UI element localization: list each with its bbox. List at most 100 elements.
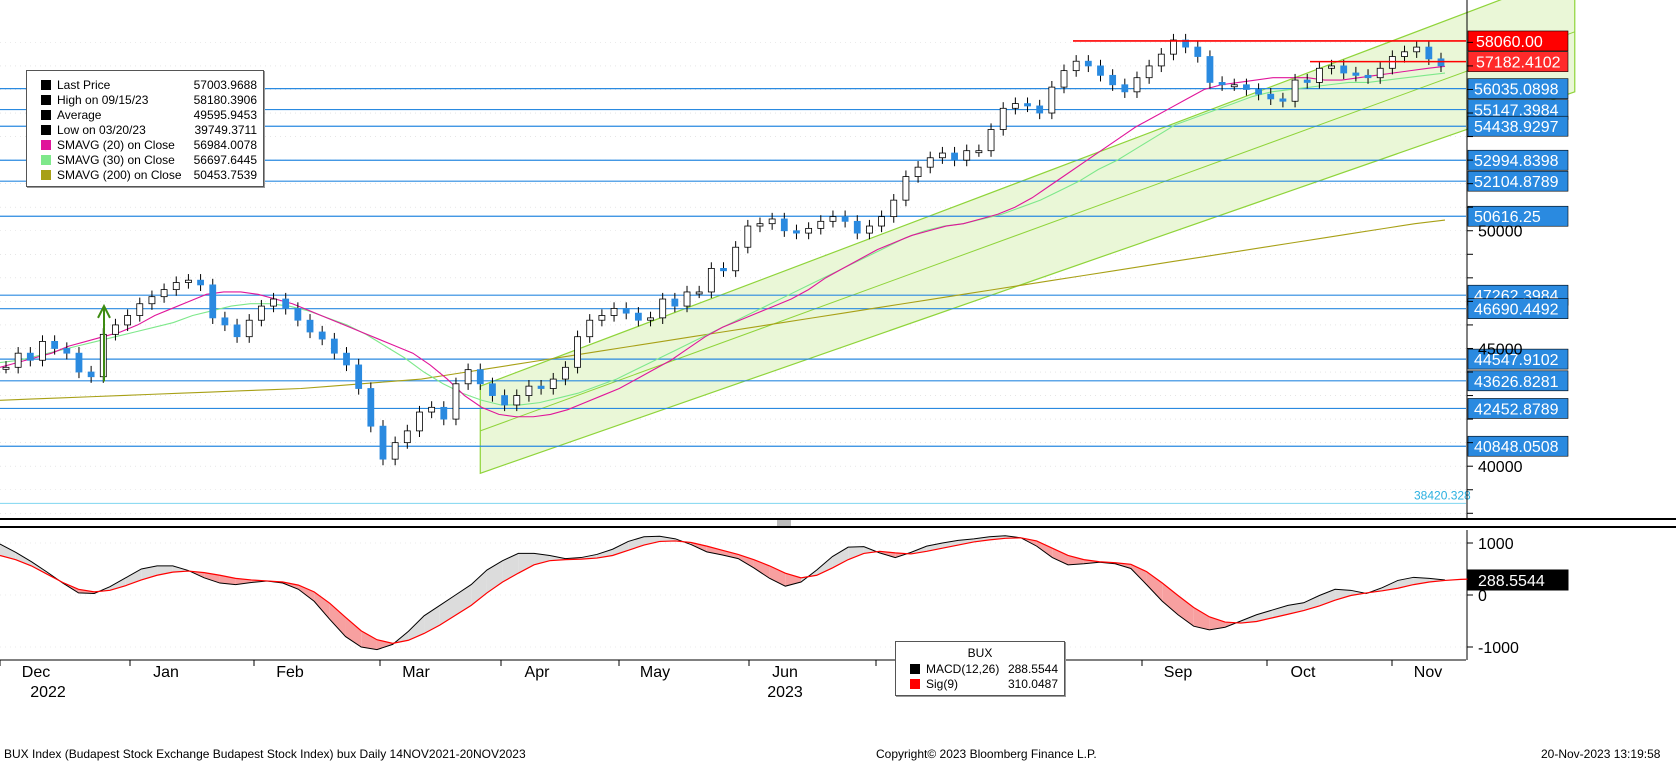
candle-up [2, 366, 10, 370]
macd-legend-row: Sig(9) 310.0487 [896, 676, 1064, 691]
candle-up [926, 157, 934, 168]
candle-up [999, 107, 1007, 130]
macd-fill-positive [973, 536, 990, 542]
macd-fill-positive [518, 553, 535, 574]
series-swatch-icon [910, 678, 920, 689]
sma-200-line [0, 219, 1446, 401]
level-extra-label: 38420.328 [1414, 488, 1471, 502]
candle-down [75, 352, 83, 373]
candle-up [768, 218, 776, 225]
resistance-tag-label: 57182.4102 [1476, 55, 1561, 72]
candle-down [197, 279, 204, 286]
candle-up [938, 152, 946, 159]
macd-fill-negative [329, 603, 346, 637]
separator-grip-icon [777, 520, 791, 526]
macd-fill-positive [408, 615, 425, 641]
candle-up [598, 315, 606, 321]
candle-down [1303, 79, 1311, 83]
candle-down [1036, 105, 1044, 114]
price-legend-value: 56697.6445 [193, 152, 257, 167]
level-tag-label: 42452.8789 [1474, 401, 1559, 418]
candle-down [622, 308, 630, 314]
candle-down [476, 369, 484, 385]
level-tag [1467, 370, 1569, 392]
macd-legend-value: 310.0487 [1007, 676, 1058, 691]
macd-fill-negative [361, 630, 377, 650]
resistance-tag-label: 58060.00 [1476, 34, 1543, 51]
candle-up [148, 296, 156, 305]
candle-down [1279, 98, 1287, 102]
sma-20-line [0, 65, 1446, 418]
macd-fill-positive [816, 556, 833, 576]
series-swatch-icon [41, 124, 51, 135]
candle-up [270, 298, 277, 307]
candle-up [549, 378, 557, 389]
resistance-lines: 58060.00 57182.4102 [97, 30, 1569, 382]
macd-fill-negative [1036, 540, 1053, 558]
macd-fill-negative [1146, 571, 1163, 602]
macd-axis-label: 0 [1478, 588, 1487, 605]
candle-up [1048, 86, 1056, 114]
price-candles [2, 33, 1445, 466]
candle-up [525, 385, 533, 396]
candle-up [1291, 79, 1299, 102]
x-year-label: 2022 [30, 684, 66, 701]
candle-down [1084, 60, 1092, 67]
candle-up [659, 298, 667, 319]
candle-up [1388, 56, 1396, 69]
candle-down [1121, 84, 1129, 93]
panel-separator[interactable] [0, 518, 1676, 528]
candle-up [136, 303, 144, 316]
candle-down [489, 383, 496, 396]
candle-down [330, 338, 338, 354]
x-tick-label: Dec [22, 664, 50, 681]
candle-down [1097, 65, 1104, 76]
price-legend-value: 56984.0078 [193, 137, 257, 152]
price-legend-label: Low on 03/20/23 [57, 122, 146, 137]
macd-fill-positive [486, 560, 503, 593]
macd-last-tag [1467, 569, 1569, 591]
macd-fill-negative [1193, 607, 1210, 630]
candle-up [1401, 51, 1408, 57]
candle-down [501, 395, 509, 406]
price-legend-row: High on 09/15/23 58180.3906 [27, 92, 263, 107]
candle-up [866, 225, 873, 234]
candle-up [610, 308, 618, 316]
candle-down [343, 352, 350, 366]
macd-fill-negative [769, 565, 786, 587]
candle-up [172, 282, 180, 291]
macd-fill-negative [1068, 555, 1084, 565]
candle-up [963, 150, 971, 161]
candle-up [914, 166, 922, 177]
candle-up [574, 336, 581, 368]
candle-up [707, 268, 715, 293]
macd-legend: BUX MACD(12,26) 288.5544 Sig(9) 310.0487 [895, 641, 1065, 696]
signal-line [0, 537, 1477, 644]
macd-fill-negative [722, 550, 739, 559]
x-tick-label: Jan [153, 664, 179, 681]
macd-line [0, 535, 1446, 651]
macd-fill-negative [1177, 595, 1194, 627]
candle-down [1267, 93, 1275, 100]
candle-down [1340, 65, 1348, 74]
level-tag-label: 43626.8281 [1474, 374, 1559, 391]
candle-up [391, 442, 399, 460]
candle-down [87, 371, 95, 378]
price-legend-label: SMAVG (200) on Close [57, 167, 182, 182]
price-legend-row: SMAVG (200) on Close 50453.7539 [27, 167, 263, 182]
macd-fill-negative [1209, 616, 1226, 630]
macd-fill-negative [1162, 583, 1178, 615]
candle-up [805, 227, 813, 234]
candle-up [160, 289, 168, 298]
level-tag [1467, 205, 1569, 227]
series-swatch-icon [41, 94, 51, 105]
candle-up [987, 129, 995, 152]
level-tag [1467, 115, 1569, 137]
price-legend-row: SMAVG (30) on Close 56697.6445 [27, 152, 263, 167]
price-legend-value: 49595.9453 [193, 107, 257, 122]
candle-up [185, 279, 192, 283]
series-swatch-icon [910, 663, 920, 674]
macd-fill-negative [314, 591, 330, 620]
candle-up [257, 305, 265, 321]
candle-up [1376, 67, 1384, 79]
